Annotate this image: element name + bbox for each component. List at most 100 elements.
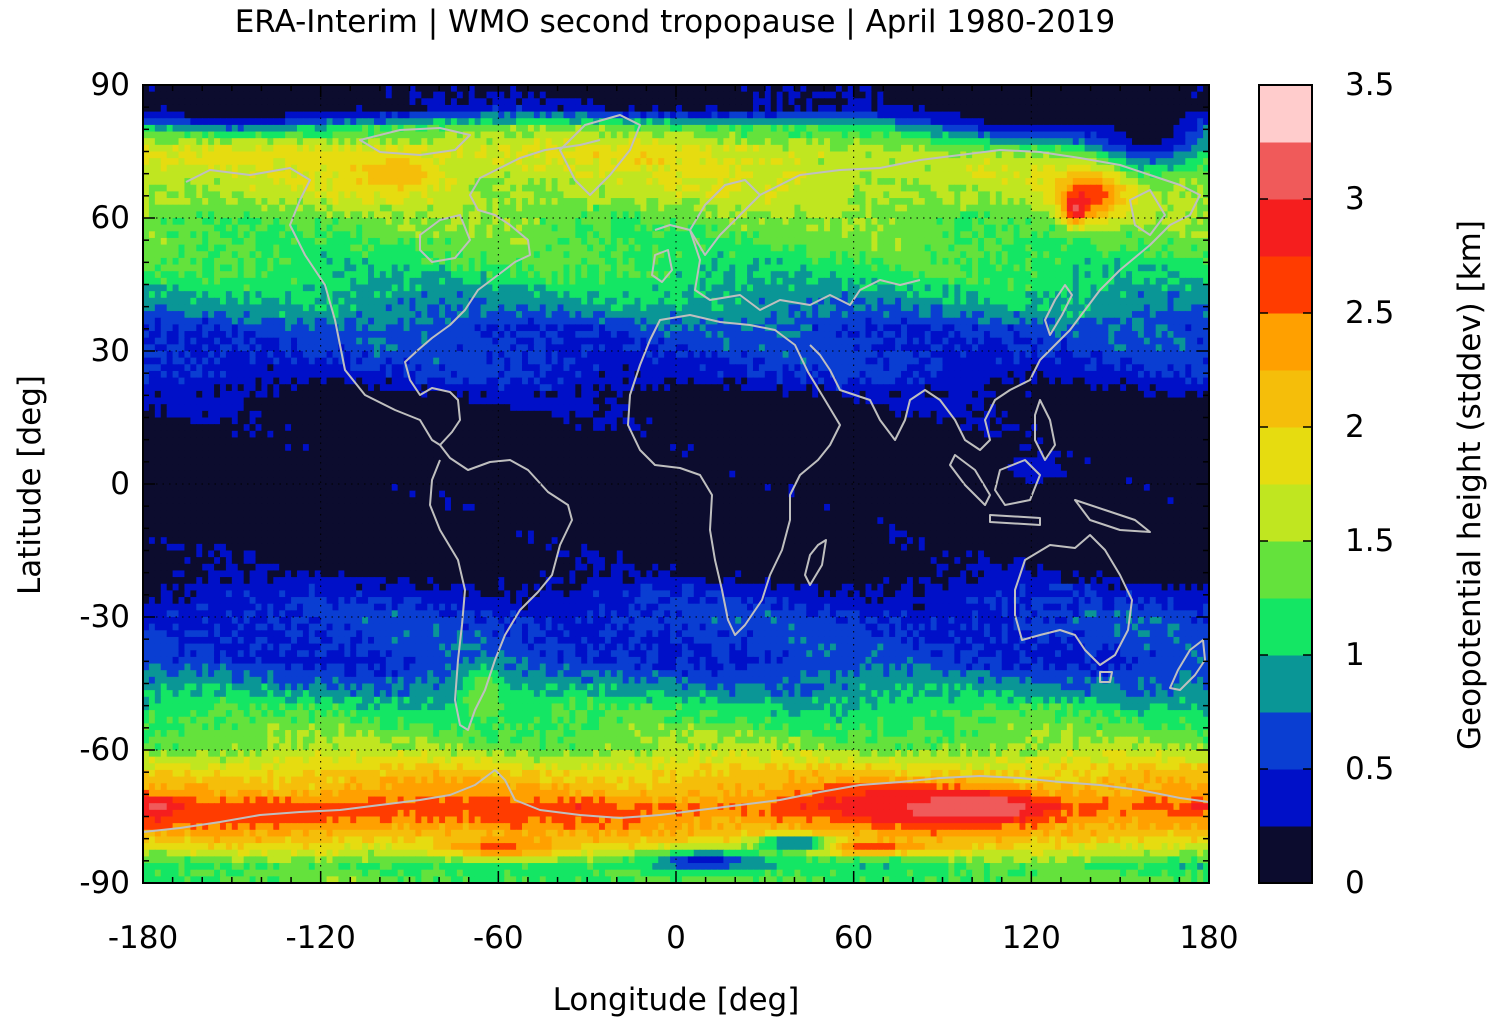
heatmap-cell xyxy=(261,211,268,219)
heatmap-cell xyxy=(581,204,588,212)
heatmap-cell xyxy=(397,251,405,259)
heatmap-cell xyxy=(439,257,446,266)
heatmap-cell xyxy=(302,178,310,186)
heatmap-cell xyxy=(456,178,464,186)
heatmap-cell xyxy=(735,218,742,226)
heatmap-cell xyxy=(1078,171,1086,179)
heatmap-cell xyxy=(368,264,375,272)
heatmap-cell xyxy=(634,91,642,99)
heatmap-cell xyxy=(599,184,606,192)
heatmap-cell xyxy=(918,204,926,212)
heatmap-cell xyxy=(545,85,553,93)
heatmap-cell xyxy=(717,251,724,259)
heatmap-cell xyxy=(1043,231,1050,239)
heatmap-cell xyxy=(172,257,180,266)
heatmap-cell xyxy=(794,204,801,212)
heatmap-cell xyxy=(522,211,529,219)
heatmap-cell xyxy=(960,191,967,199)
heatmap-cell xyxy=(261,144,268,153)
heatmap-cell xyxy=(1007,85,1015,93)
heatmap-cell xyxy=(1197,218,1204,226)
heatmap-cell xyxy=(1173,211,1180,219)
heatmap-cell xyxy=(516,158,523,166)
heatmap-cell xyxy=(409,251,417,259)
heatmap-cell xyxy=(806,104,813,113)
heatmap-cell xyxy=(184,151,191,159)
heatmap-cell xyxy=(1013,164,1021,173)
heatmap-cell xyxy=(741,131,748,139)
heatmap-cell xyxy=(1114,204,1121,212)
heatmap-cell xyxy=(1090,218,1098,226)
heatmap-cell xyxy=(379,198,387,206)
heatmap-cell xyxy=(930,85,938,93)
heatmap-cell xyxy=(504,204,511,212)
heatmap-cell xyxy=(610,151,618,159)
heatmap-cell xyxy=(711,198,719,206)
heatmap-cell xyxy=(1078,131,1086,139)
heatmap-cell xyxy=(421,204,428,212)
heatmap-cell xyxy=(190,144,197,153)
heatmap-cell xyxy=(681,237,689,246)
heatmap-cell xyxy=(1126,131,1133,139)
heatmap-cell xyxy=(735,85,742,93)
heatmap-cell xyxy=(676,204,683,212)
heatmap-cell xyxy=(901,91,908,99)
heatmap-cell xyxy=(492,158,499,166)
heatmap-cell xyxy=(468,204,476,212)
heatmap-cell xyxy=(545,218,553,226)
heatmap-cell xyxy=(314,264,322,272)
heatmap-cell xyxy=(1149,184,1157,192)
heatmap-cell xyxy=(1001,237,1009,246)
heatmap-cell xyxy=(225,118,233,126)
heatmap-cell xyxy=(219,131,227,139)
heatmap-cell xyxy=(243,164,251,173)
heatmap-cell xyxy=(1066,124,1074,133)
heatmap-cell xyxy=(403,251,411,259)
heatmap-cell xyxy=(794,158,801,166)
heatmap-cell xyxy=(1037,251,1044,259)
heatmap-cell xyxy=(344,218,351,226)
heatmap-cell xyxy=(1096,131,1103,139)
heatmap-cell xyxy=(610,85,618,93)
heatmap-cell xyxy=(705,124,713,133)
heatmap-cell xyxy=(1025,231,1032,239)
heatmap-cell xyxy=(385,224,393,232)
heatmap-cell xyxy=(989,124,997,133)
heatmap-cell xyxy=(373,164,381,173)
heatmap-cell xyxy=(237,237,245,246)
heatmap-cell xyxy=(912,178,920,186)
heatmap-cell xyxy=(231,171,239,179)
heatmap-cell xyxy=(1019,131,1027,139)
heatmap-cell xyxy=(711,171,719,179)
heatmap-cell xyxy=(1179,224,1186,232)
heatmap-cell xyxy=(308,98,316,106)
heatmap-cell xyxy=(1096,104,1103,113)
heatmap-cell xyxy=(225,104,233,113)
heatmap-cell xyxy=(604,251,612,259)
heatmap-cell xyxy=(1019,144,1027,153)
heatmap-cell xyxy=(356,244,363,252)
heatmap-cell xyxy=(788,191,796,199)
heatmap-cell xyxy=(1108,111,1115,119)
heatmap-cell xyxy=(1197,251,1204,259)
heatmap-cell xyxy=(225,204,233,212)
heatmap-cell xyxy=(427,164,434,173)
heatmap-cell xyxy=(681,178,689,186)
heatmap-cell xyxy=(640,131,647,139)
heatmap-cell xyxy=(1191,111,1198,119)
heatmap-cell xyxy=(1096,204,1103,212)
heatmap-cell xyxy=(143,91,150,99)
heatmap-cell xyxy=(267,257,274,266)
heatmap-cell xyxy=(936,164,944,173)
heatmap-cell xyxy=(421,85,428,93)
heatmap-cell xyxy=(362,251,369,259)
heatmap-cell xyxy=(522,118,529,126)
heatmap-cell xyxy=(829,151,837,159)
heatmap-cell xyxy=(237,171,245,179)
heatmap-cell xyxy=(895,91,902,99)
heatmap-cell xyxy=(646,91,653,99)
heatmap-cell xyxy=(143,231,150,239)
heatmap-cell xyxy=(652,224,659,232)
heatmap-cell xyxy=(936,204,944,212)
heatmap-cell xyxy=(989,191,997,199)
